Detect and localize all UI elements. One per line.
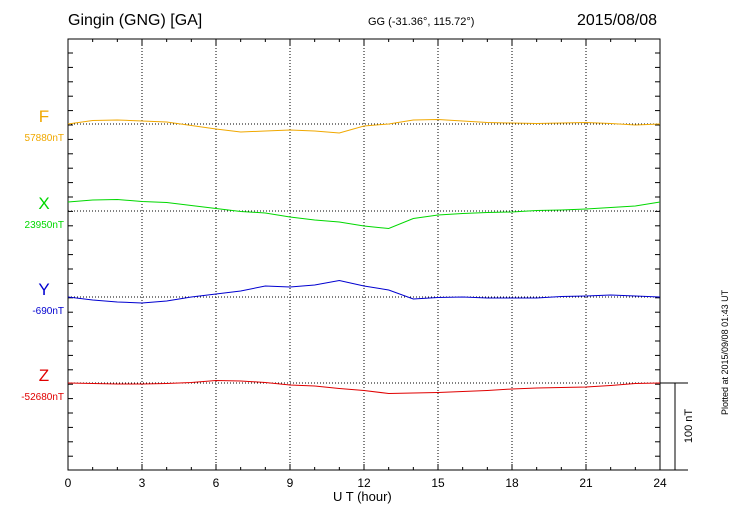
series-z-line	[67, 379, 661, 395]
station-title: Gingin (GNG) [GA]	[68, 12, 203, 29]
series-y-baseline-label: -690nT	[32, 306, 64, 317]
series-f-baseline-label: 57880nT	[25, 133, 64, 144]
x-tick-label: 12	[357, 476, 371, 490]
series-x-name: X	[38, 194, 49, 213]
x-tick-label: 0	[65, 476, 72, 490]
series-y-name: Y	[38, 280, 49, 299]
series-f-line	[67, 118, 661, 134]
x-tick-label: 21	[579, 476, 593, 490]
scale-bar: 100 nT	[660, 382, 695, 471]
series-z-name: Z	[39, 366, 49, 385]
series-x-baseline-label: 23950nT	[25, 220, 64, 231]
x-axis-label: U T (hour)	[333, 489, 392, 504]
x-tick-label: 3	[139, 476, 146, 490]
series-x-line	[67, 198, 661, 230]
series-labels: F 57880nT X 23950nT Y -690nT Z -52680nT	[21, 107, 64, 403]
x-tick-label: 6	[213, 476, 220, 490]
x-tick-label: 15	[431, 476, 445, 490]
series-z-baseline-label: -52680nT	[21, 392, 64, 403]
series-y-line	[67, 279, 661, 304]
grid-lines	[68, 39, 660, 470]
plotted-timestamp: Plotted at 2015/09/08 01:43 UT	[720, 289, 730, 415]
x-tick-label: 18	[505, 476, 519, 490]
scale-bar-label: 100 nT	[683, 409, 695, 444]
axis-ticks: 0 3 6 9 12 15 18 21 24	[65, 39, 667, 490]
series-lines	[67, 118, 661, 395]
x-tick-label: 9	[287, 476, 294, 490]
x-tick-label: 24	[653, 476, 667, 490]
station-coordinates: GG (-31.36°, 115.72°)	[368, 16, 475, 28]
series-f-name: F	[39, 107, 49, 126]
chart-date: 2015/08/08	[577, 12, 658, 29]
